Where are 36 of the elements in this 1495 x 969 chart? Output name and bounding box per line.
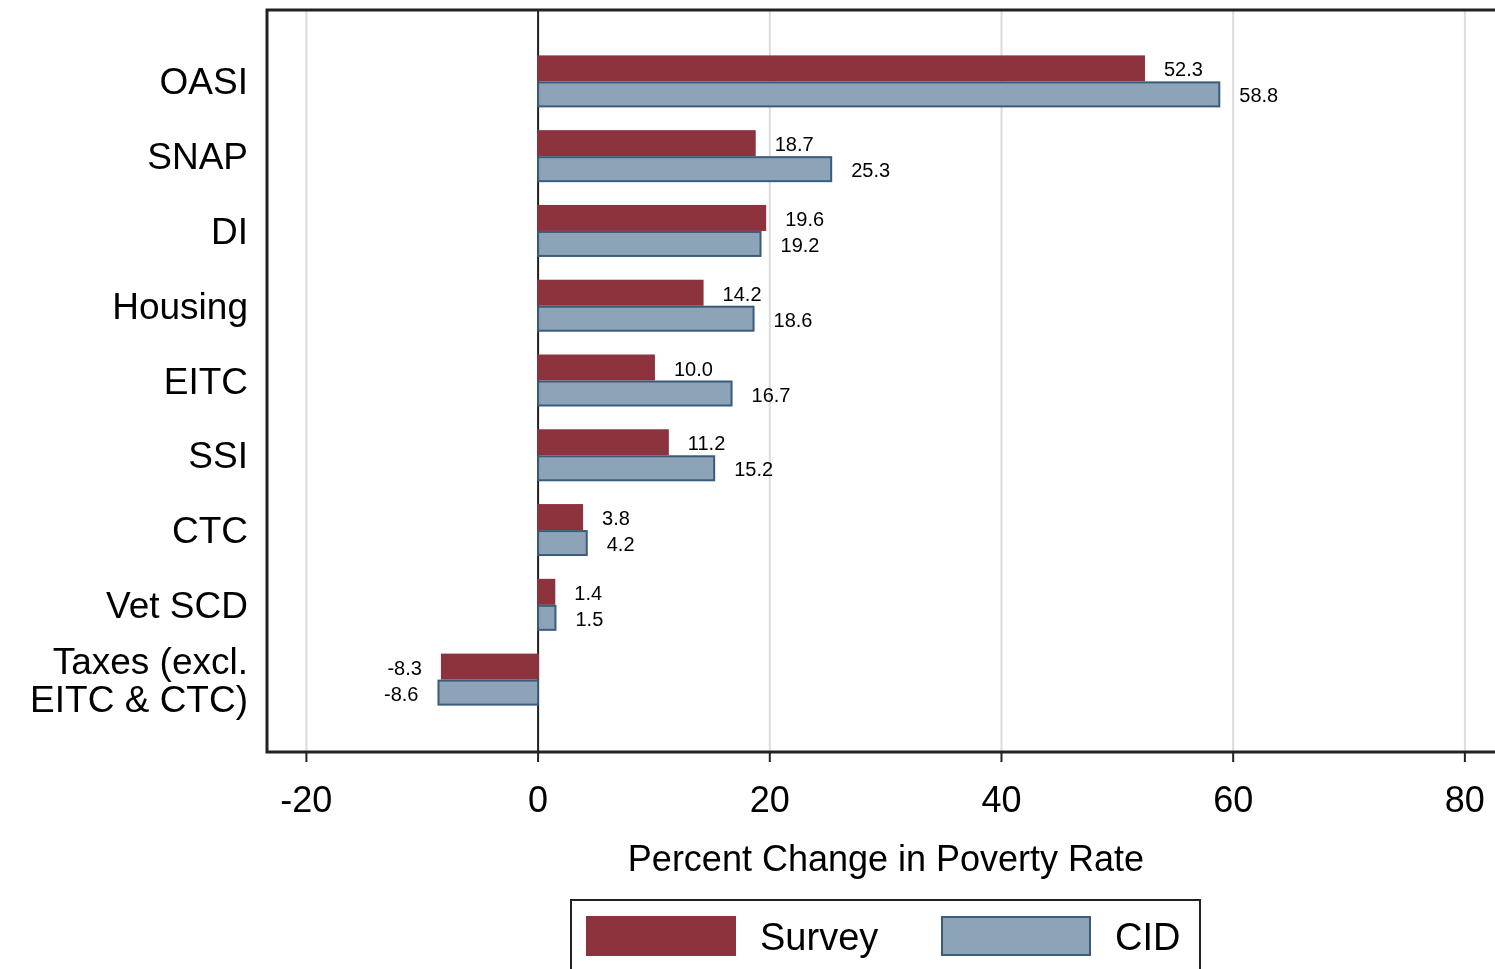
data-label: -8.3 (387, 656, 422, 679)
legend-label: CID (1115, 916, 1181, 958)
x-tick-label: 0 (528, 779, 549, 820)
x-tick-label: 60 (1213, 779, 1254, 820)
x-axis-title: Percent Change in Poverty Rate (627, 838, 1145, 879)
data-label: 10.0 (673, 357, 713, 380)
y-tick-label: Housing (112, 285, 248, 327)
data-label: 58.8 (1239, 84, 1279, 107)
y-tick-label: SNAP (147, 135, 248, 177)
y-tick-label: CTC (171, 509, 248, 551)
y-tick-label: SSI (188, 434, 248, 476)
y-tick-label: Taxes (excl. EITC & CTC) (30, 640, 248, 720)
data-label: 18.6 (773, 308, 813, 331)
data-label: 1.5 (575, 607, 604, 630)
data-label: 14.2 (722, 282, 762, 305)
data-label: 16.7 (751, 383, 791, 406)
x-tick-label: 40 (981, 779, 1022, 820)
y-tick-label: Vet SCD (106, 584, 248, 626)
x-tick-label: -20 (280, 779, 333, 820)
data-label: 25.3 (851, 159, 891, 182)
data-label: 15.2 (734, 458, 774, 481)
y-tick-label: OASI (159, 60, 248, 102)
data-label: -8.6 (383, 682, 419, 705)
data-label: 52.3 (1163, 58, 1203, 81)
data-label: 19.6 (785, 207, 825, 230)
data-label: 11.2 (687, 432, 726, 455)
data-label: 18.7 (774, 133, 814, 156)
y-tick-label: DI (211, 210, 248, 252)
legend-label: Survey (760, 916, 879, 958)
data-label: 3.8 (602, 507, 630, 530)
data-label: 4.2 (606, 533, 635, 556)
y-tick-label: EITC (163, 360, 248, 401)
x-tick-label: 80 (1444, 779, 1485, 820)
data-label: 19.2 (780, 233, 820, 256)
x-tick-label: 20 (749, 779, 790, 820)
data-label: 1.4 (574, 581, 603, 604)
